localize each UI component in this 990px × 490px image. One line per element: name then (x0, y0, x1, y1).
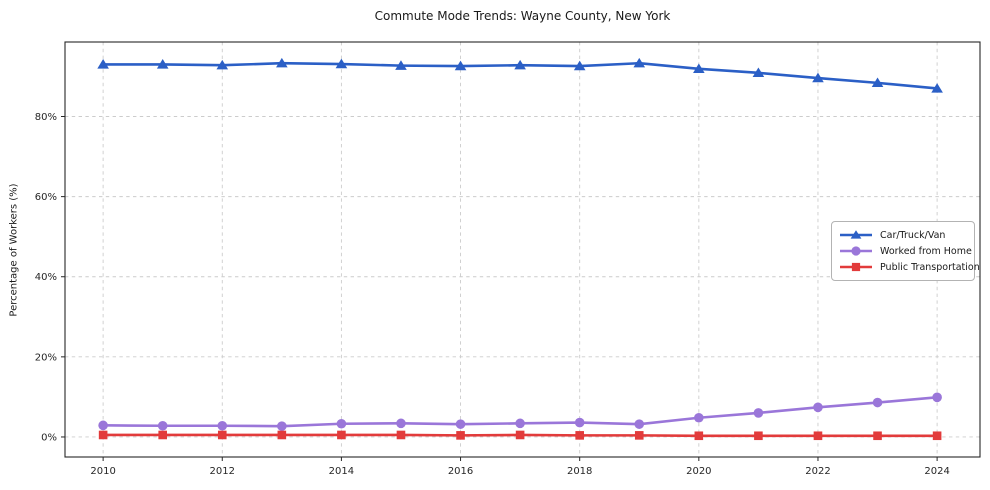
data-point-marker (98, 420, 108, 431)
x-tick-label: 2014 (329, 466, 354, 477)
x-tick-label: 2018 (567, 466, 592, 477)
y-tick-label: 0% (41, 432, 57, 443)
y-tick-label: 80% (35, 112, 57, 123)
series-public-transportation (98, 430, 942, 441)
data-point-marker (455, 419, 466, 429)
x-tick-label: 2012 (210, 466, 235, 477)
data-point-marker (515, 430, 525, 440)
data-point-marker (337, 430, 346, 440)
legend-line-square-icon (839, 258, 873, 277)
data-point-marker (395, 60, 407, 70)
x-tick-label: 2010 (90, 466, 115, 477)
data-point-marker (217, 430, 227, 440)
data-point-marker (872, 397, 883, 408)
data-point-marker (277, 421, 287, 431)
x-tick-label: 2024 (924, 466, 949, 477)
data-point-marker (873, 431, 882, 441)
data-point-marker (157, 420, 168, 431)
chart-title: Commute Mode Trends: Wayne County, New Y… (374, 9, 671, 23)
legend-label: Public Transportation (880, 261, 980, 273)
data-point-marker (753, 408, 764, 418)
series-worked-from-home (98, 392, 942, 431)
axis-ticks (61, 116, 938, 461)
data-point-marker (871, 77, 884, 88)
axis-tick-labels: 2010 2012 2014 2016 2018 2020 2022 2024 0% 20% 40%… (35, 112, 950, 477)
data-point-marker (693, 63, 705, 74)
data-point-marker (812, 72, 824, 83)
data-point-marker (754, 431, 763, 441)
data-point-marker (217, 420, 228, 431)
y-tick-label: 60% (35, 192, 57, 203)
legend-label: Car/Truck/Van (880, 229, 946, 241)
data-point-marker (634, 419, 645, 429)
data-point-marker (575, 431, 584, 440)
data-point-marker (514, 59, 526, 70)
data-point-marker (752, 67, 765, 78)
legend-item-public-transportation: Public Transportation (839, 258, 980, 277)
x-tick-label: 2016 (448, 466, 473, 477)
legend-line-triangle-icon (839, 226, 873, 245)
data-point-marker (336, 418, 347, 429)
legend-item-worked-from-home: Worked from Home (839, 242, 972, 261)
data-point-marker (216, 59, 229, 70)
data-point-marker (396, 430, 406, 440)
data-point-marker (454, 60, 467, 71)
data-point-marker (335, 58, 348, 69)
data-point-marker (456, 431, 465, 440)
y-tick-label: 40% (35, 272, 57, 283)
data-point-marker (97, 59, 109, 69)
data-point-marker (813, 402, 823, 413)
data-point-marker (932, 431, 942, 441)
data-point-marker (276, 57, 288, 68)
data-point-marker (931, 83, 943, 93)
data-point-marker (694, 412, 704, 423)
data-point-marker (158, 430, 167, 440)
legend-item-car-truck-van: Car/Truck/Van (839, 227, 966, 243)
data-point-marker (396, 418, 406, 429)
data-point-marker (633, 57, 646, 68)
data-point-marker (813, 431, 823, 441)
data-point-marker (694, 431, 704, 441)
x-tick-label: 2022 (805, 466, 830, 477)
legend-label: Worked from Home (880, 245, 972, 257)
plot-frame (64, 41, 981, 458)
y-tick-label: 20% (35, 352, 57, 363)
data-point-marker (156, 59, 169, 69)
legend: Car/Truck/Van Worked from Home Public Tr… (831, 221, 980, 281)
series-car-truck-van (97, 57, 943, 93)
data-point-marker (277, 430, 287, 440)
data-point-marker (98, 430, 108, 440)
legend-line-circle-icon (839, 242, 873, 261)
x-tick-label: 2020 (686, 466, 711, 477)
data-point-marker (634, 431, 644, 440)
data-point-marker (574, 417, 585, 428)
data-point-marker (515, 418, 525, 429)
data-point-marker (573, 60, 586, 71)
data-point-marker (932, 392, 942, 403)
